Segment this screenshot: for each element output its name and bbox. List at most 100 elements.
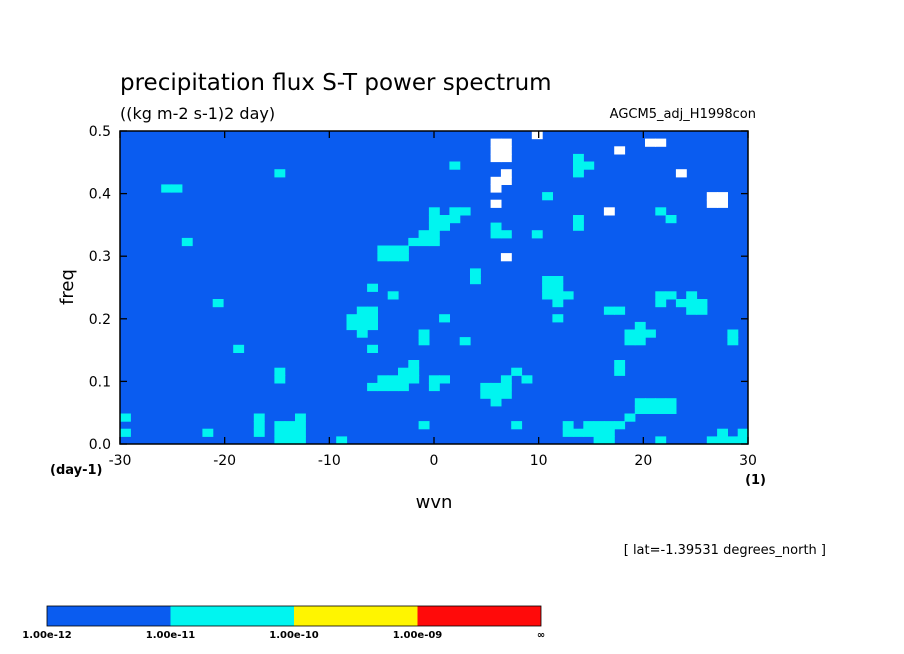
field-cell-level2 — [428, 230, 440, 239]
field-cell-level2 — [181, 237, 193, 247]
run-label: AGCM5_adj_H1998con — [610, 107, 756, 122]
field-cell-level2 — [686, 306, 698, 315]
field-cell-level2 — [428, 382, 440, 392]
field-cell-level2 — [665, 291, 677, 300]
field-cell-level2 — [428, 222, 440, 231]
y-tick-label: 0.0 — [89, 437, 111, 453]
field-cell-level2 — [614, 367, 626, 376]
field-cell-level2 — [562, 291, 574, 300]
field-cell-level2 — [634, 329, 646, 338]
field-cell-level2 — [490, 390, 502, 399]
field-cell-level2 — [367, 283, 378, 292]
field-cell-level2 — [356, 321, 368, 331]
field-cell-level2 — [614, 421, 626, 430]
field-cell-level0 — [490, 184, 502, 193]
units-label: ((kg m-2 s-1)2 day) — [120, 104, 275, 123]
field-cell-level2 — [408, 375, 420, 384]
field-cell-level2 — [675, 299, 687, 308]
field-cell-level2 — [449, 161, 461, 170]
field-cell-level2 — [418, 230, 430, 239]
field-cell-level0 — [675, 169, 687, 178]
field-cell-level2 — [573, 222, 584, 231]
field-cell-level2 — [573, 169, 584, 178]
field-cell-level2 — [253, 421, 265, 430]
field-cell-level2 — [562, 421, 574, 430]
field-cell-level2 — [655, 436, 667, 445]
x-tick-label: 30 — [739, 453, 757, 469]
field-cell-level2 — [583, 428, 595, 437]
field-cell-level2 — [552, 291, 564, 300]
field-cell-level2 — [737, 428, 749, 437]
colorbar-swatch — [417, 606, 541, 626]
field-cell-level2 — [295, 436, 306, 445]
field-cell-level2 — [418, 329, 430, 338]
field-cell-level2 — [552, 314, 564, 323]
field-cell-level0 — [706, 192, 718, 201]
field-cell-level2 — [336, 436, 348, 445]
field-cell-level2 — [655, 299, 667, 308]
field-cell-level2 — [696, 306, 708, 315]
field-cell-level2 — [542, 283, 553, 292]
field-cell-level2 — [706, 436, 718, 445]
field-cell-level2 — [511, 421, 523, 430]
field-cell-level2 — [542, 291, 553, 300]
field-cell-level2 — [346, 321, 358, 331]
colorbar-label: 1.00e-12 — [22, 630, 72, 641]
field-cell-level0 — [603, 207, 615, 216]
field-cell-level0 — [490, 176, 502, 185]
field-cell-level2 — [367, 344, 378, 353]
field-cell-level2 — [552, 299, 564, 308]
field-cell-level2 — [398, 375, 409, 384]
field-cell-level2 — [686, 299, 698, 308]
field-cell-level0 — [500, 153, 512, 163]
field-cell-level2 — [573, 153, 584, 163]
field-cell-level2 — [573, 215, 584, 224]
field-cell-level0 — [531, 131, 543, 140]
field-cell-level0 — [500, 253, 512, 262]
colorbar-swatch — [170, 606, 294, 626]
field-cell-level2 — [542, 192, 553, 201]
field-cell-level2 — [295, 421, 306, 430]
field-cell-level2 — [377, 253, 389, 262]
colorbar: 1.00e-12 1.00e-11 1.00e-10 1.00e-09 ∞ — [22, 605, 545, 641]
field-cell-level2 — [253, 413, 265, 422]
field-cell-level2 — [387, 382, 399, 392]
field-background — [120, 131, 748, 444]
field-cell-level2 — [274, 436, 286, 445]
field-cell-level0 — [645, 138, 656, 147]
field-cell-level2 — [480, 390, 492, 399]
field-cell-level2 — [295, 413, 306, 422]
colorbar-swatch — [294, 606, 418, 626]
field-cell-level2 — [459, 337, 471, 346]
field-cell-level2 — [717, 436, 728, 445]
field-cell-level2 — [367, 314, 378, 323]
field-cell-level2 — [233, 344, 245, 353]
x-tick-label: -20 — [213, 453, 236, 469]
field-cell-level2 — [614, 306, 626, 315]
field-cell-level2 — [531, 230, 543, 239]
field-cell-level2 — [295, 428, 306, 437]
field-cell-level0 — [500, 169, 512, 178]
chart-title: precipitation flux S-T power spectrum — [120, 70, 552, 96]
field-cell-level2 — [418, 337, 430, 346]
field-cell-level2 — [284, 436, 296, 445]
field-cell-level2 — [408, 360, 420, 369]
field-cell-level2 — [398, 245, 409, 254]
field-cell-level2 — [439, 215, 450, 224]
field-cell-level2 — [717, 428, 728, 437]
field-cell-level2 — [398, 382, 409, 392]
colorbar-frame — [46, 605, 542, 627]
field-cell-level2 — [645, 398, 656, 407]
field-cell-level2 — [645, 405, 656, 414]
field-cell-level2 — [439, 314, 450, 323]
field-cell-level2 — [490, 398, 502, 407]
colorbar-label: 1.00e-10 — [269, 630, 319, 641]
field-cell-level2 — [552, 276, 564, 285]
field-cell-level2 — [727, 436, 739, 445]
field-cell-level2 — [274, 169, 286, 178]
field-cell-level2 — [573, 161, 584, 170]
field-cell-level2 — [470, 276, 481, 285]
y-unit-label: (day-1) — [50, 463, 102, 478]
field-cell-level0 — [490, 153, 502, 163]
field-cell-level2 — [120, 428, 131, 437]
